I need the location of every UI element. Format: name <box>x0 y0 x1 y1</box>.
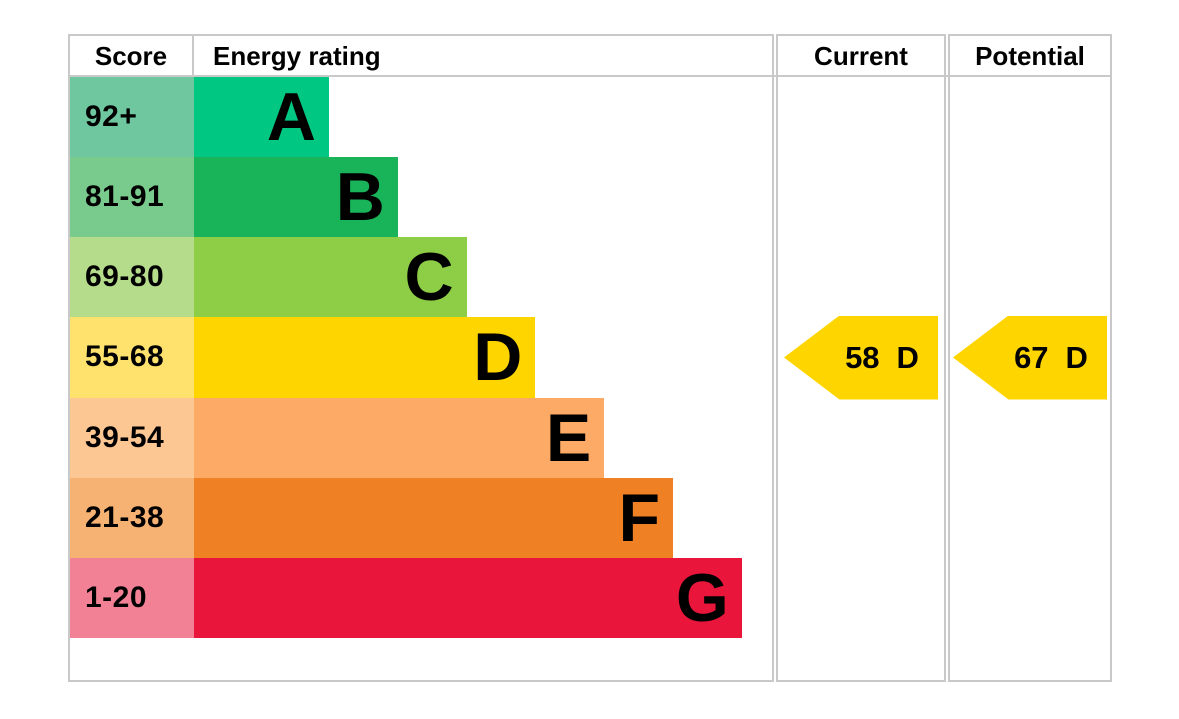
score-range-g: 1-20 <box>70 557 194 638</box>
band-row-d: 55-68 D <box>70 317 772 398</box>
band-row-g: 1-20 G <box>70 557 772 638</box>
current-rating-arrow: 58 D <box>784 315 938 400</box>
energy-rating-column-header: Energy rating <box>213 40 381 71</box>
score-range-d: 55-68 <box>70 317 194 398</box>
energy-rating-table: Score Energy rating 92+ A 81-91 B 69-80 C 55-6… <box>68 34 774 682</box>
score-range-a: 92+ <box>70 77 194 158</box>
band-rows: 92+ A 81-91 B 69-80 C 55-68 D 39-54 E 21-38 F 1-20 G <box>70 77 772 638</box>
band-letter-a: A <box>266 79 316 156</box>
score-column-header: Score <box>70 36 194 75</box>
current-rating-column: Current 58 D <box>776 34 946 682</box>
epc-rating-chart: Score Energy rating 92+ A 81-91 B 69-80 C 55-6… <box>68 34 1112 682</box>
band-bar-e: E <box>194 397 605 478</box>
score-range-e: 39-54 <box>70 397 194 478</box>
band-bar-b: B <box>194 157 398 238</box>
band-letter-b: B <box>335 159 385 236</box>
potential-band-letter: D <box>1065 339 1088 375</box>
band-letter-e: E <box>545 399 592 476</box>
band-bar-f: F <box>194 477 673 558</box>
score-range-b: 81-91 <box>70 157 194 238</box>
band-letter-f: F <box>618 479 660 556</box>
band-letter-c: C <box>404 239 454 316</box>
band-letter-d: D <box>473 319 523 396</box>
current-score-value: 58 <box>845 339 880 375</box>
score-range-f: 21-38 <box>70 477 194 558</box>
potential-rating-arrow: 67 D <box>953 315 1107 400</box>
band-row-c: 69-80 C <box>70 237 772 318</box>
score-range-c: 69-80 <box>70 237 194 318</box>
current-band-letter: D <box>896 339 919 375</box>
potential-rating-column: Potential 67 D <box>948 34 1112 682</box>
band-row-e: 39-54 E <box>70 397 772 478</box>
band-row-a: 92+ A <box>70 77 772 158</box>
table-header-row: Score Energy rating <box>70 36 772 77</box>
band-bar-d: D <box>194 317 536 398</box>
band-row-f: 21-38 F <box>70 477 772 558</box>
current-column-header: Current <box>778 36 944 77</box>
band-bar-a: A <box>194 77 329 158</box>
band-bar-g: G <box>194 557 742 638</box>
band-bar-c: C <box>194 237 467 318</box>
band-row-b: 81-91 B <box>70 157 772 238</box>
potential-score-value: 67 <box>1014 339 1049 375</box>
band-letter-g: G <box>675 559 729 636</box>
potential-column-header: Potential <box>950 36 1110 77</box>
